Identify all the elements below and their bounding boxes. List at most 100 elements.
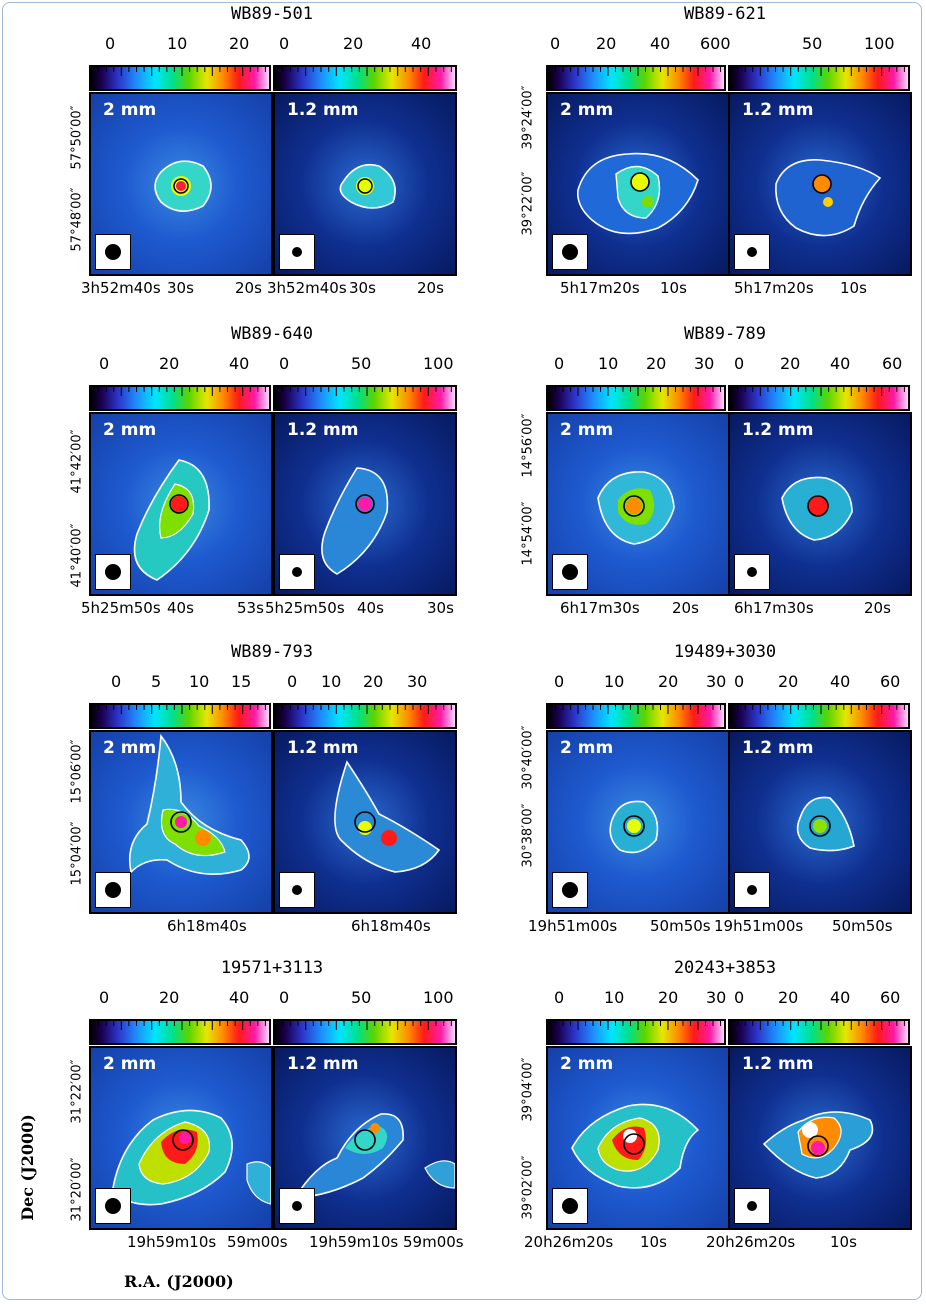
map-1mm: 1.2 mm [728,1046,912,1230]
dec-tick-label: 14°56′00″ [520,413,536,478]
ra-tick-label: 40s [167,599,194,617]
colorbar-label: 10 [321,672,342,691]
source-panel: 19489+3030 0 10 20 30 0 20 40 60 2 mm 1.… [520,642,912,944]
colorbar-label: 50 [351,988,372,1007]
colorbar-label: 100 [423,354,454,373]
ra-tick-label: 30s [349,279,376,297]
colorbar-2mm [546,703,726,729]
ra-tick-label: 59m00s [227,1233,288,1251]
beam-indicator [734,1188,770,1224]
colorbar-2mm [89,1019,271,1045]
colorbar-label: 30 [706,672,727,691]
ra-tick-label: 53s [237,599,264,617]
band-label: 2 mm [560,420,614,440]
colorbar-label: 100 [864,34,895,53]
band-label: 2 mm [103,1054,157,1074]
colorbar-label: 20 [658,672,679,691]
ra-tick-label: 20s [672,599,699,617]
colorbar-label: 100 [423,988,454,1007]
colorbar-label: 40 [411,34,432,53]
map-1mm: 1.2 mm [273,92,457,276]
dec-tick-label: 57°48′00″ [69,187,85,252]
band-label: 2 mm [560,100,614,120]
ra-tick-label: 19h59m10s [309,1233,399,1251]
colorbar-2mm [89,65,271,91]
ra-tick-label: 20h26m20s [706,1233,796,1251]
dec-tick-label: 39°24′00″ [520,85,536,150]
ra-tick-label: 6h17m30s [560,599,640,617]
beam-indicator [734,872,770,908]
band-label: 1.2 mm [742,738,814,758]
ra-tick-label: 6h18m40s [351,917,431,935]
colorbar-label: 0 [554,988,565,1007]
colorbar-1mm [728,385,910,411]
ra-tick-label: 10s [840,279,867,297]
colorbar-1mm [728,703,910,729]
colorbar-label: 0 [279,988,290,1007]
colorbar-label: 30 [706,988,727,1007]
colorbar-1mm [273,703,457,729]
colorbar-label: 20 [780,354,801,373]
source-title: 20243+3853 [673,958,777,978]
colorbar-label: 5 [151,672,162,691]
band-label: 1.2 mm [742,1054,814,1074]
colorbar-label: 0 [111,672,122,691]
dec-axis-title: Dec (J2000) [17,1114,37,1221]
colorbar-2mm [546,65,726,91]
colorbar-2mm [89,703,271,729]
band-label: 1.2 mm [287,738,359,758]
band-label: 1.2 mm [742,420,814,440]
colorbar-label: 40 [229,354,250,373]
dec-tick-label: 31°20′00″ [69,1157,85,1222]
colorbar-2mm [546,385,726,411]
beam-indicator [279,1188,315,1224]
ra-tick-label: 30s [427,599,454,617]
colorbar-label: 10 [604,988,625,1007]
map-1mm: 1.2 mm [273,730,457,914]
source-title: WB89-621 [684,4,766,24]
colorbar-label: 0 [279,34,290,53]
colorbar-label: 50 [351,354,372,373]
ra-tick-label: 19h51m00s [714,917,804,935]
map-2mm: 2 mm [89,412,273,596]
dec-tick-label: 57°50′00″ [69,105,85,170]
map-2mm: 2 mm [546,1046,730,1230]
colorbar-label: 20 [658,988,679,1007]
band-label: 2 mm [103,738,157,758]
map-1mm: 1.2 mm [728,412,912,596]
colorbar-label: 0 [554,672,565,691]
source-panel: WB89-793 0 5 10 15 0 10 20 30 2 mm 1.2 m… [69,642,457,944]
map-2mm: 2 mm [89,730,273,914]
colorbar-label: 40 [830,988,851,1007]
ra-axis-title: R.A. (J2000) [124,1272,234,1291]
colorbar-label: 10 [167,34,188,53]
colorbar-label: 0 [99,988,110,1007]
dec-tick-label: 15°06′00″ [69,739,85,804]
beam-indicator [279,872,315,908]
colorbar-label: 15 [231,672,252,691]
colorbar-label: 10 [189,672,210,691]
ra-tick-label: 6h17m30s [734,599,814,617]
map-1mm: 1.2 mm [728,730,912,914]
dec-tick-label: 15°04′00″ [69,821,85,886]
beam-indicator [95,554,131,590]
colorbar-label: 60 [880,988,901,1007]
map-2mm: 2 mm [546,92,730,276]
map-2mm: 2 mm [546,412,730,596]
dec-tick-label: 30°38′00″ [520,803,536,868]
beam-indicator [734,234,770,270]
map-2mm: 2 mm [89,1046,273,1230]
ra-tick-label: 10s [830,1233,857,1251]
beam-indicator [734,554,770,590]
ra-tick-label: 20h26m20s [524,1233,614,1251]
source-panel: WB89-501 0 10 20 0 20 40 2 mm 1.2 mm 57°… [69,4,457,306]
ra-tick-label: 10s [660,279,687,297]
colorbar-label: 60 [882,354,903,373]
beam-indicator [552,234,588,270]
source-title: 19489+3030 [673,642,777,662]
ra-tick-label: 5h25m50s [265,599,345,617]
band-label: 1.2 mm [742,100,814,120]
ra-tick-label: 19h51m00s [528,917,618,935]
colorbar-label: 0 [550,34,561,53]
